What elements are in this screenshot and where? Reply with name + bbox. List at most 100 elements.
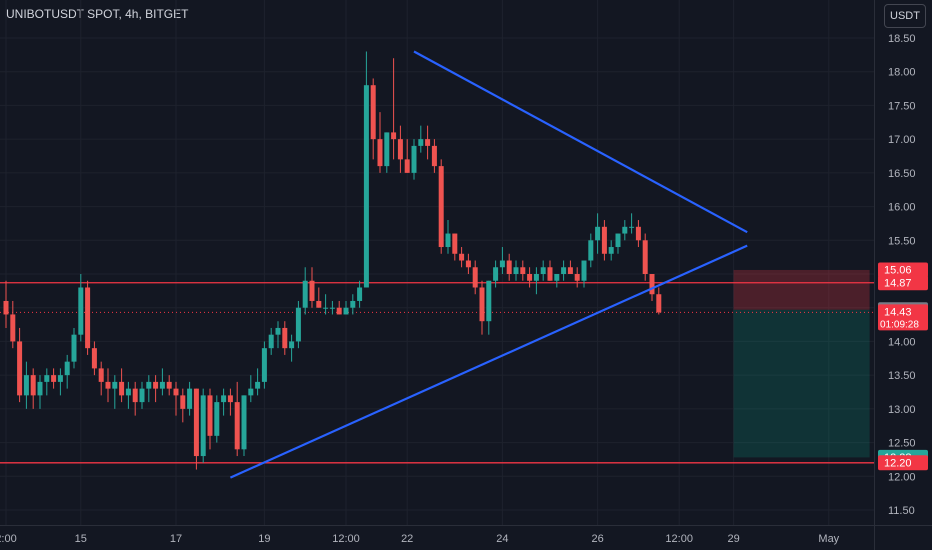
- candle-body: [302, 280, 308, 308]
- time-tick-label: 2:00: [0, 533, 17, 545]
- candle-body: [180, 395, 186, 409]
- price-tick-label: 18.50: [888, 33, 916, 45]
- price-label-text: 15.06: [884, 264, 912, 276]
- trendline: [413, 50, 748, 234]
- candle-body: [316, 300, 322, 308]
- time-tick-label: 12:00: [665, 533, 693, 545]
- candle-body: [71, 334, 77, 362]
- candle-body: [581, 260, 587, 281]
- price-tick-label: 14.00: [888, 336, 916, 348]
- stop-loss-zone: [733, 269, 870, 310]
- candle-body: [78, 287, 84, 335]
- candle-body: [533, 274, 539, 281]
- price-tick-label: 18.00: [888, 67, 916, 79]
- candle-body: [234, 402, 240, 450]
- candle-body: [207, 395, 213, 436]
- candle-body: [567, 267, 573, 274]
- candle-body: [30, 375, 36, 396]
- candle-body: [309, 280, 315, 301]
- candle-body: [146, 381, 152, 389]
- candle-body: [615, 233, 621, 248]
- candle-body: [91, 348, 97, 369]
- price-label-text: 14.43: [884, 306, 912, 318]
- price-tick-label: 12.50: [888, 438, 916, 450]
- candle-body: [561, 267, 567, 274]
- candle-body: [166, 381, 172, 389]
- candle-body: [363, 85, 369, 288]
- candle-body: [493, 267, 499, 281]
- candle-body: [268, 334, 274, 349]
- take-profit-zone: [733, 309, 870, 458]
- candle-body: [397, 139, 403, 160]
- candle-body: [642, 240, 648, 274]
- price-label-text: 12.20: [884, 457, 912, 469]
- candle-body: [241, 395, 247, 450]
- time-tick-label: May: [818, 533, 839, 545]
- candle-body: [635, 226, 641, 241]
- symbol-title: UNIBOTUSDT SPOT, 4h, BITGET: [6, 7, 189, 21]
- candle-body: [425, 139, 431, 146]
- time-tick-label: 24: [496, 533, 508, 545]
- candle-body: [214, 402, 220, 436]
- price-tick-label: 17.50: [888, 100, 916, 112]
- candle-body: [173, 388, 179, 396]
- candle-body: [622, 226, 628, 234]
- candle-body: [357, 287, 363, 301]
- trendline: [229, 244, 748, 479]
- candle-body: [295, 307, 301, 342]
- candle-body: [438, 166, 444, 248]
- candle-body: [431, 145, 437, 167]
- candle-body: [23, 375, 29, 396]
- price-label-tag: [878, 262, 928, 278]
- candle-body: [601, 226, 607, 254]
- time-tick-label: 15: [75, 533, 87, 545]
- candle-body: [370, 85, 376, 140]
- candle-body: [261, 348, 267, 382]
- countdown-label: 01:09:28: [880, 319, 919, 330]
- candle-body: [282, 327, 288, 349]
- candle-body: [391, 132, 397, 140]
- candle-body: [513, 267, 519, 274]
- price-label-tag: [878, 455, 928, 471]
- candle-body: [105, 381, 111, 389]
- time-tick-label: 29: [727, 533, 739, 545]
- candle-body: [608, 247, 614, 254]
- candle-body: [479, 287, 485, 322]
- candle-body: [527, 274, 533, 281]
- candle-body: [472, 267, 478, 288]
- candle-body: [547, 267, 553, 281]
- candle-body: [588, 240, 594, 261]
- price-tick-label: 13.50: [888, 370, 916, 382]
- currency-button[interactable]: USDT: [884, 4, 926, 28]
- candle-body: [153, 381, 159, 389]
- price-tick-label: 15.50: [888, 235, 916, 247]
- candle-body: [629, 226, 635, 228]
- candle-body: [200, 395, 206, 457]
- candle-body: [377, 139, 383, 167]
- candle-body: [350, 300, 356, 308]
- time-tick-label: 19: [258, 533, 270, 545]
- candle-body: [139, 388, 145, 403]
- candle-body: [44, 375, 50, 382]
- candle-body: [187, 388, 193, 409]
- candle-body: [248, 388, 254, 396]
- time-tick-label: 22: [401, 533, 413, 545]
- candle-body: [465, 260, 471, 268]
- price-label-tag: [878, 304, 928, 331]
- price-tick-label: 17.00: [888, 134, 916, 146]
- candle-body: [10, 314, 16, 342]
- candle-body: [649, 274, 655, 295]
- candle-body: [3, 300, 9, 315]
- candle-body: [64, 361, 70, 376]
- candle-body: [221, 395, 227, 403]
- time-tick-label: 17: [170, 533, 182, 545]
- candle-body: [17, 341, 23, 396]
- price-label-text: 14.87: [884, 277, 912, 289]
- candle-body: [343, 307, 349, 315]
- candle-body: [112, 381, 118, 389]
- candle-body: [85, 287, 91, 349]
- candle-body: [445, 233, 451, 248]
- candle-body: [384, 132, 390, 167]
- candle-body: [499, 260, 505, 268]
